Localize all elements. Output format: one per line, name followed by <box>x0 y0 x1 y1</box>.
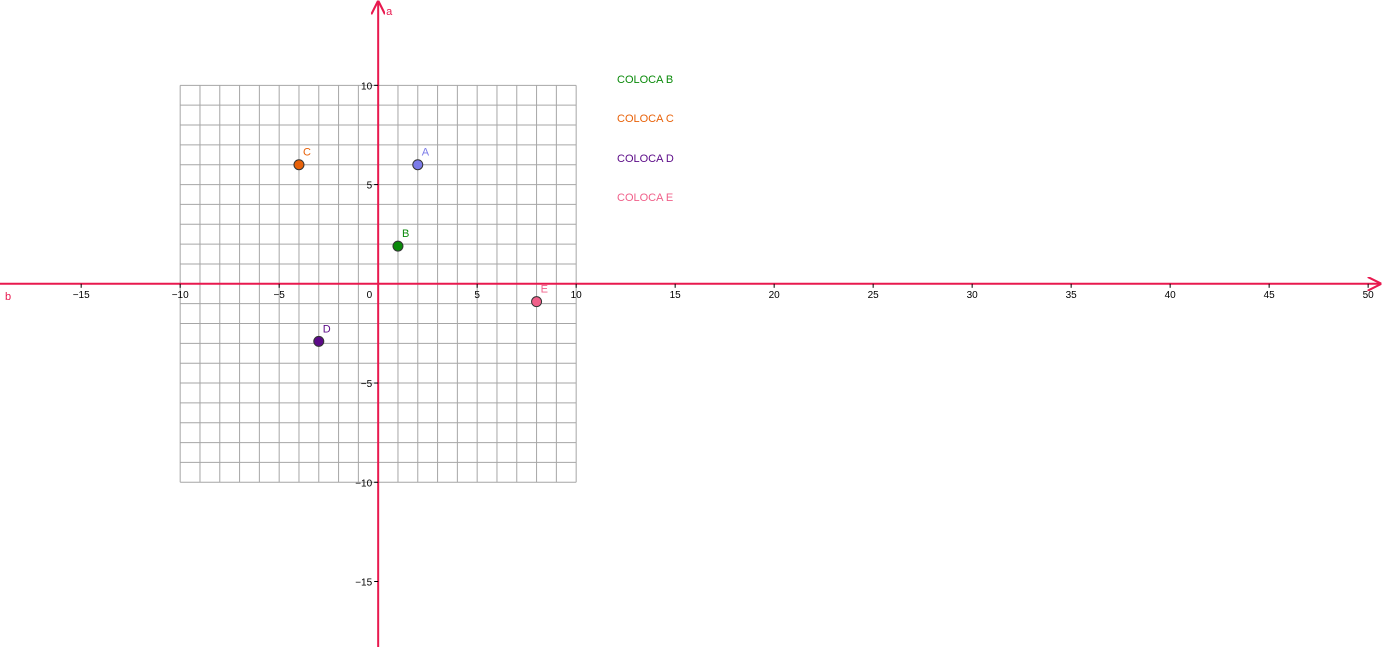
y-tick-label: 10 <box>361 81 373 92</box>
point-label-a: A <box>422 147 430 159</box>
y-tick-label: 5 <box>367 181 373 192</box>
x-tick-label: 20 <box>769 290 781 301</box>
x-tick-label: 15 <box>670 290 682 301</box>
x-tick-label: 30 <box>967 290 979 301</box>
x-axis-name: b <box>5 291 11 303</box>
point-label-e: E <box>541 284 548 296</box>
point-b[interactable] <box>392 240 404 252</box>
y-tick-label: −10 <box>355 478 372 489</box>
y-axis-name: a <box>386 6 393 18</box>
x-tick-label: −5 <box>273 290 285 301</box>
origin-label: 0 <box>367 290 373 301</box>
x-tick-label: 25 <box>868 290 880 301</box>
points[interactable]: A B C D E <box>293 147 548 347</box>
point-label-d: D <box>323 323 331 335</box>
coloca-c-button[interactable]: COLOCA C <box>617 113 674 125</box>
point-label-c: C <box>303 147 311 159</box>
x-tick-label: 45 <box>1264 290 1276 301</box>
point-d[interactable] <box>313 335 325 347</box>
x-tick-label: −10 <box>172 290 189 301</box>
y-tick-label: −5 <box>361 379 373 390</box>
point-a[interactable] <box>412 159 424 171</box>
x-tick-label: 10 <box>571 290 583 301</box>
point-e[interactable] <box>531 296 543 308</box>
x-tick-label: 50 <box>1363 290 1375 301</box>
coloca-d-button[interactable]: COLOCA D <box>617 153 674 165</box>
coloca-b-button[interactable]: COLOCA B <box>617 74 674 86</box>
tick-labels: −15 −10 −5 5 10 15 20 25 30 35 40 45 50 10 5 −5 −10 −15 0 <box>73 81 1374 588</box>
y-tick-label: −15 <box>355 578 372 589</box>
x-tick-label: −15 <box>73 290 90 301</box>
point-c[interactable] <box>293 159 305 171</box>
x-tick-label: 40 <box>1165 290 1177 301</box>
point-label-b: B <box>402 228 409 240</box>
x-tick-label: 5 <box>474 290 480 301</box>
x-tick-label: 35 <box>1066 290 1078 301</box>
coloca-e-button[interactable]: COLOCA E <box>617 192 674 204</box>
